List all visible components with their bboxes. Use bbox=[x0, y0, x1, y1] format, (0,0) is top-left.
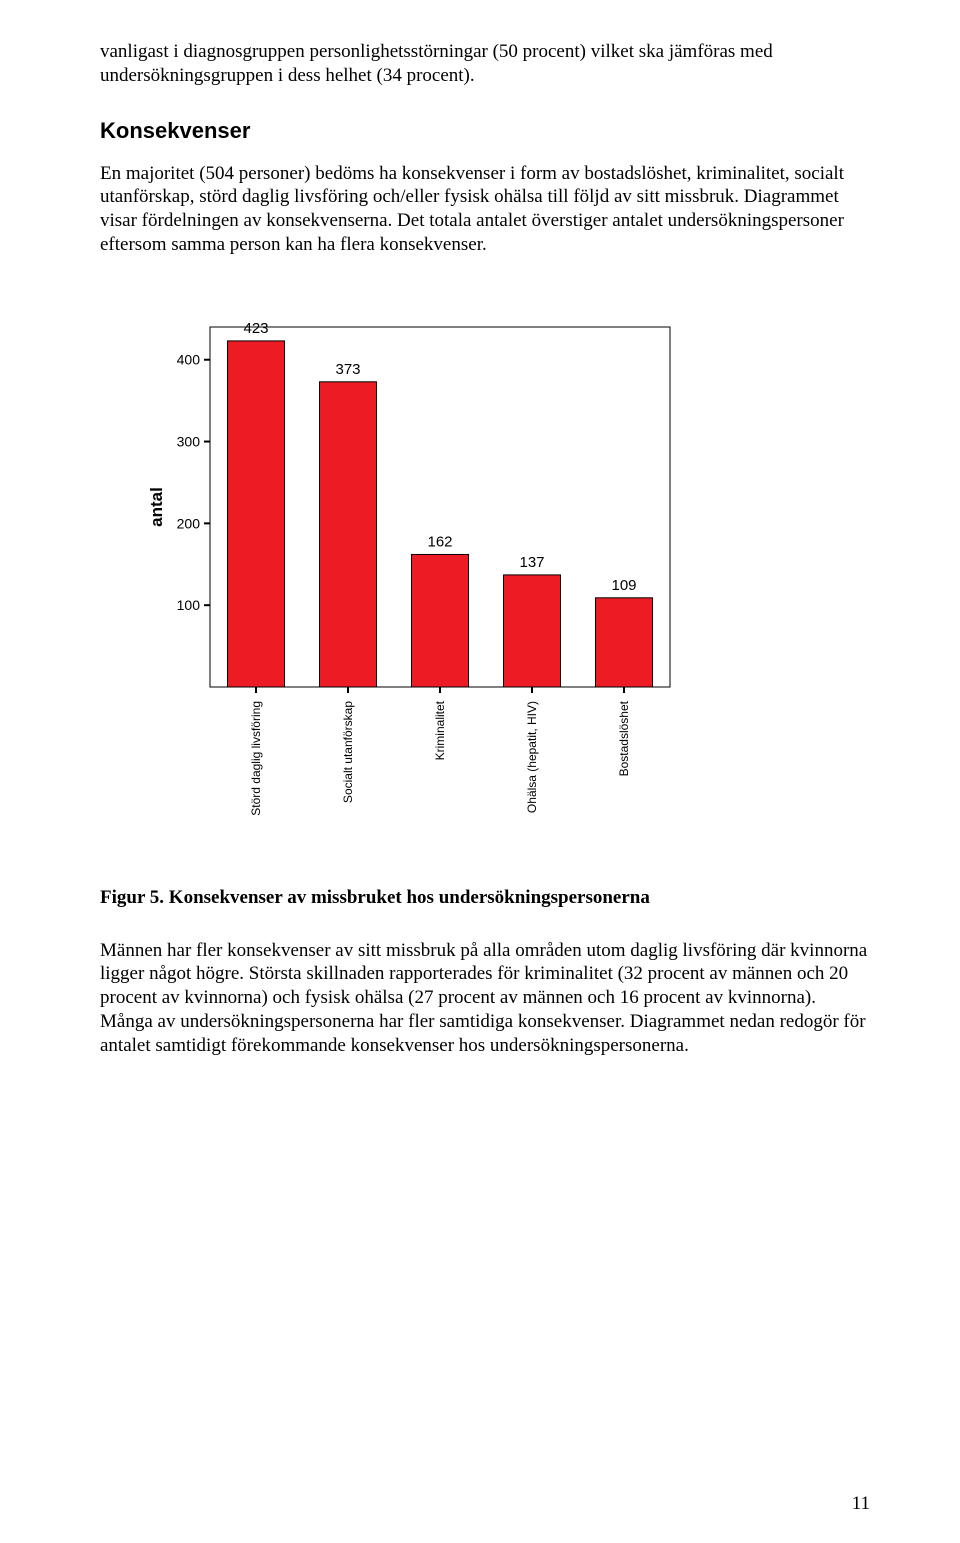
chart-bar bbox=[411, 554, 468, 687]
closing-paragraph: Männen har fler konsekvenser av sitt mis… bbox=[100, 939, 870, 1058]
chart-bar-value-label: 423 bbox=[243, 319, 268, 336]
chart-bar bbox=[503, 574, 560, 686]
chart-bar bbox=[227, 340, 284, 686]
chart-ytick-label: 100 bbox=[177, 597, 201, 613]
page-container: vanligast i diagnosgruppen personlighets… bbox=[0, 0, 960, 1543]
chart-bar bbox=[319, 381, 376, 686]
page-number: 11 bbox=[852, 1493, 870, 1515]
chart-bar-value-label: 162 bbox=[427, 533, 452, 550]
chart-ytick-label: 200 bbox=[177, 515, 201, 531]
figure-caption: Figur 5. Konsekvenser av missbruket hos … bbox=[100, 887, 870, 909]
chart-bar-value-label: 373 bbox=[335, 360, 360, 377]
bar-chart: 100 200 300 400 antal 423 Störd daglig livsför… bbox=[140, 297, 870, 857]
chart-category-label: Bostadslöshet bbox=[617, 700, 631, 776]
intro-paragraph: vanligast i diagnosgruppen personlighets… bbox=[100, 40, 870, 88]
chart-category-label: Störd daglig livsföring bbox=[249, 701, 263, 816]
chart-category-label: Ohälsa (hepatit, HIV) bbox=[525, 701, 539, 813]
chart-bar bbox=[595, 597, 652, 686]
konsekvenser-body: En majoritet (504 personer) bedöms ha ko… bbox=[100, 162, 870, 257]
chart-y-axis-label: antal bbox=[147, 487, 166, 527]
chart-bar-value-label: 109 bbox=[611, 576, 636, 593]
bar-chart-svg: 100 200 300 400 antal 423 Störd daglig livsför… bbox=[140, 297, 680, 857]
section-heading-konsekvenser: Konsekvenser bbox=[100, 118, 870, 144]
chart-bar-value-label: 137 bbox=[519, 553, 544, 570]
chart-category-label: Socialt utanförskap bbox=[341, 700, 355, 802]
chart-ytick-label: 300 bbox=[177, 433, 201, 449]
chart-ytick-label: 400 bbox=[177, 351, 201, 367]
chart-category-label: Kriminalitet bbox=[433, 700, 447, 760]
